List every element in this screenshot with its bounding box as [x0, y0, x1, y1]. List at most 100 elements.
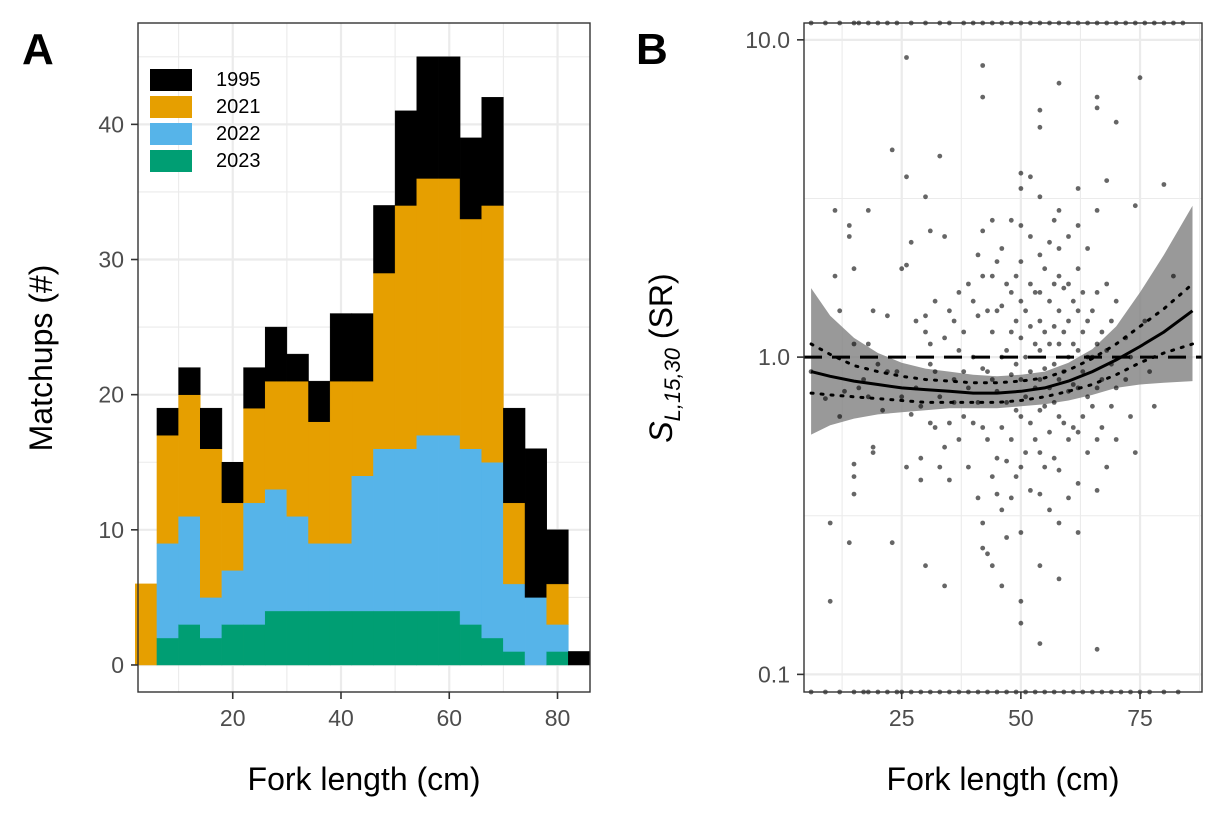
- bar-2021-bin-8: [156, 434, 179, 544]
- bar-1995-bin-60: [438, 56, 461, 179]
- scatter-point: [947, 420, 952, 426]
- scatter-point: [1047, 239, 1052, 245]
- scatter-point: [1075, 348, 1081, 353]
- scatter-point: [932, 425, 938, 430]
- panel-a-y-tick-label: 40: [98, 111, 124, 137]
- scatter-point: [1137, 75, 1143, 81]
- bar-2021-bin-40: [329, 380, 353, 544]
- scatter-point: [846, 223, 852, 228]
- scatter-point: [1042, 366, 1048, 371]
- bar-2022-bin-44: [351, 475, 374, 612]
- scatter-point: [1099, 329, 1105, 335]
- scatter-point: [904, 464, 909, 470]
- bar-2022-bin-8: [156, 543, 179, 639]
- scatter-point: [1128, 414, 1133, 419]
- scatter-point: [1042, 266, 1048, 272]
- scatter-point: [975, 252, 981, 258]
- legend-key-2023: [150, 150, 192, 172]
- scatter-point: [994, 308, 1000, 314]
- bar-2023-bin-64: [459, 624, 482, 666]
- scatter-point: [1104, 178, 1110, 184]
- scatter-point: [870, 444, 876, 450]
- scatter-point: [923, 313, 928, 319]
- scatter-point: [980, 228, 986, 234]
- scatter-point: [951, 318, 957, 324]
- scatter-point: [1066, 495, 1071, 501]
- scatter-point: [985, 551, 990, 557]
- scatter-point: [1056, 341, 1062, 347]
- scatter-point: [994, 455, 1000, 461]
- scatter-point: [894, 369, 900, 374]
- bar-1995-bin-68: [481, 97, 504, 206]
- scatter-point: [889, 147, 895, 153]
- bar-2023-bin-60: [438, 610, 461, 666]
- scatter-point: [823, 396, 828, 401]
- scatter-point: [1018, 223, 1024, 228]
- scatter-point: [1051, 281, 1057, 287]
- scatter-point: [1018, 170, 1024, 176]
- scatter-point: [1094, 94, 1100, 100]
- scatter-point: [1109, 403, 1114, 409]
- scatter-point: [1056, 273, 1062, 279]
- bar-2021-bin-12: [178, 394, 201, 517]
- scatter-point: [1056, 520, 1062, 526]
- panel-a-ticks: 20 40 60 80 0 10 20 30 40: [98, 111, 570, 731]
- scatter-point: [942, 234, 947, 239]
- bar-2022-bin-24: [243, 502, 266, 625]
- bar-2021-bin-60: [438, 178, 461, 436]
- scatter-point: [1047, 429, 1052, 435]
- scatter-point: [1113, 385, 1119, 391]
- scatter-point: [1113, 437, 1119, 442]
- scatter-point: [1037, 407, 1043, 413]
- scatter-point: [980, 425, 986, 430]
- scatter-point: [980, 63, 986, 68]
- scatter-point: [927, 228, 933, 234]
- scatter-point: [947, 477, 952, 483]
- bar-2022-bin-64: [459, 448, 482, 625]
- scatter-point: [1032, 290, 1038, 295]
- scatter-point: [1028, 420, 1033, 426]
- panel-a-legend: 1995 2021 2022 2023: [150, 69, 261, 172]
- bar-2023-bin-52: [394, 610, 418, 666]
- scatter-point: [1085, 318, 1090, 324]
- scatter-point: [1013, 407, 1019, 413]
- scatter-point: [1066, 318, 1071, 324]
- bar-2023-bin-28: [264, 610, 288, 666]
- scatter-point: [1018, 377, 1024, 382]
- scatter-point: [970, 420, 976, 426]
- scatter-point: [1037, 377, 1043, 382]
- bar-1995-bin-84: [568, 651, 591, 666]
- scatter-point: [1018, 530, 1024, 535]
- scatter-point: [1147, 369, 1152, 374]
- scatter-point: [1080, 329, 1086, 335]
- scatter-point: [1070, 298, 1076, 304]
- scatter-point: [937, 464, 943, 470]
- bar-2023-bin-56: [416, 610, 439, 666]
- bar-2022-bin-76: [524, 597, 547, 666]
- panel-b-y-tick-label: 0.1: [758, 661, 790, 687]
- scatter-point: [1013, 361, 1019, 367]
- scatter-point: [1066, 281, 1071, 287]
- legend-key-2021: [150, 96, 192, 118]
- scatter-point: [1075, 266, 1081, 272]
- scatter-point: [1056, 208, 1062, 213]
- scatter-point: [1004, 458, 1009, 464]
- smooth-fit-line: [810, 309, 1194, 395]
- bar-2022-bin-12: [178, 516, 201, 625]
- bar-2021-bin-20: [221, 502, 244, 571]
- scatter-point: [1051, 324, 1057, 329]
- scatter-point: [937, 153, 943, 159]
- scatter-point: [1047, 298, 1052, 304]
- bar-2023-bin-20: [221, 624, 244, 666]
- scatter-point: [1028, 369, 1033, 374]
- scatter-point: [1008, 372, 1014, 378]
- scatter-point: [1028, 174, 1033, 180]
- scatter-point: [1123, 377, 1129, 382]
- scatter-point: [1004, 400, 1009, 405]
- scatter-point: [908, 412, 914, 417]
- scatter-point: [927, 341, 933, 347]
- legend-key-1995: [150, 69, 192, 91]
- scatter-point: [870, 450, 876, 455]
- scatter-point: [1056, 308, 1062, 314]
